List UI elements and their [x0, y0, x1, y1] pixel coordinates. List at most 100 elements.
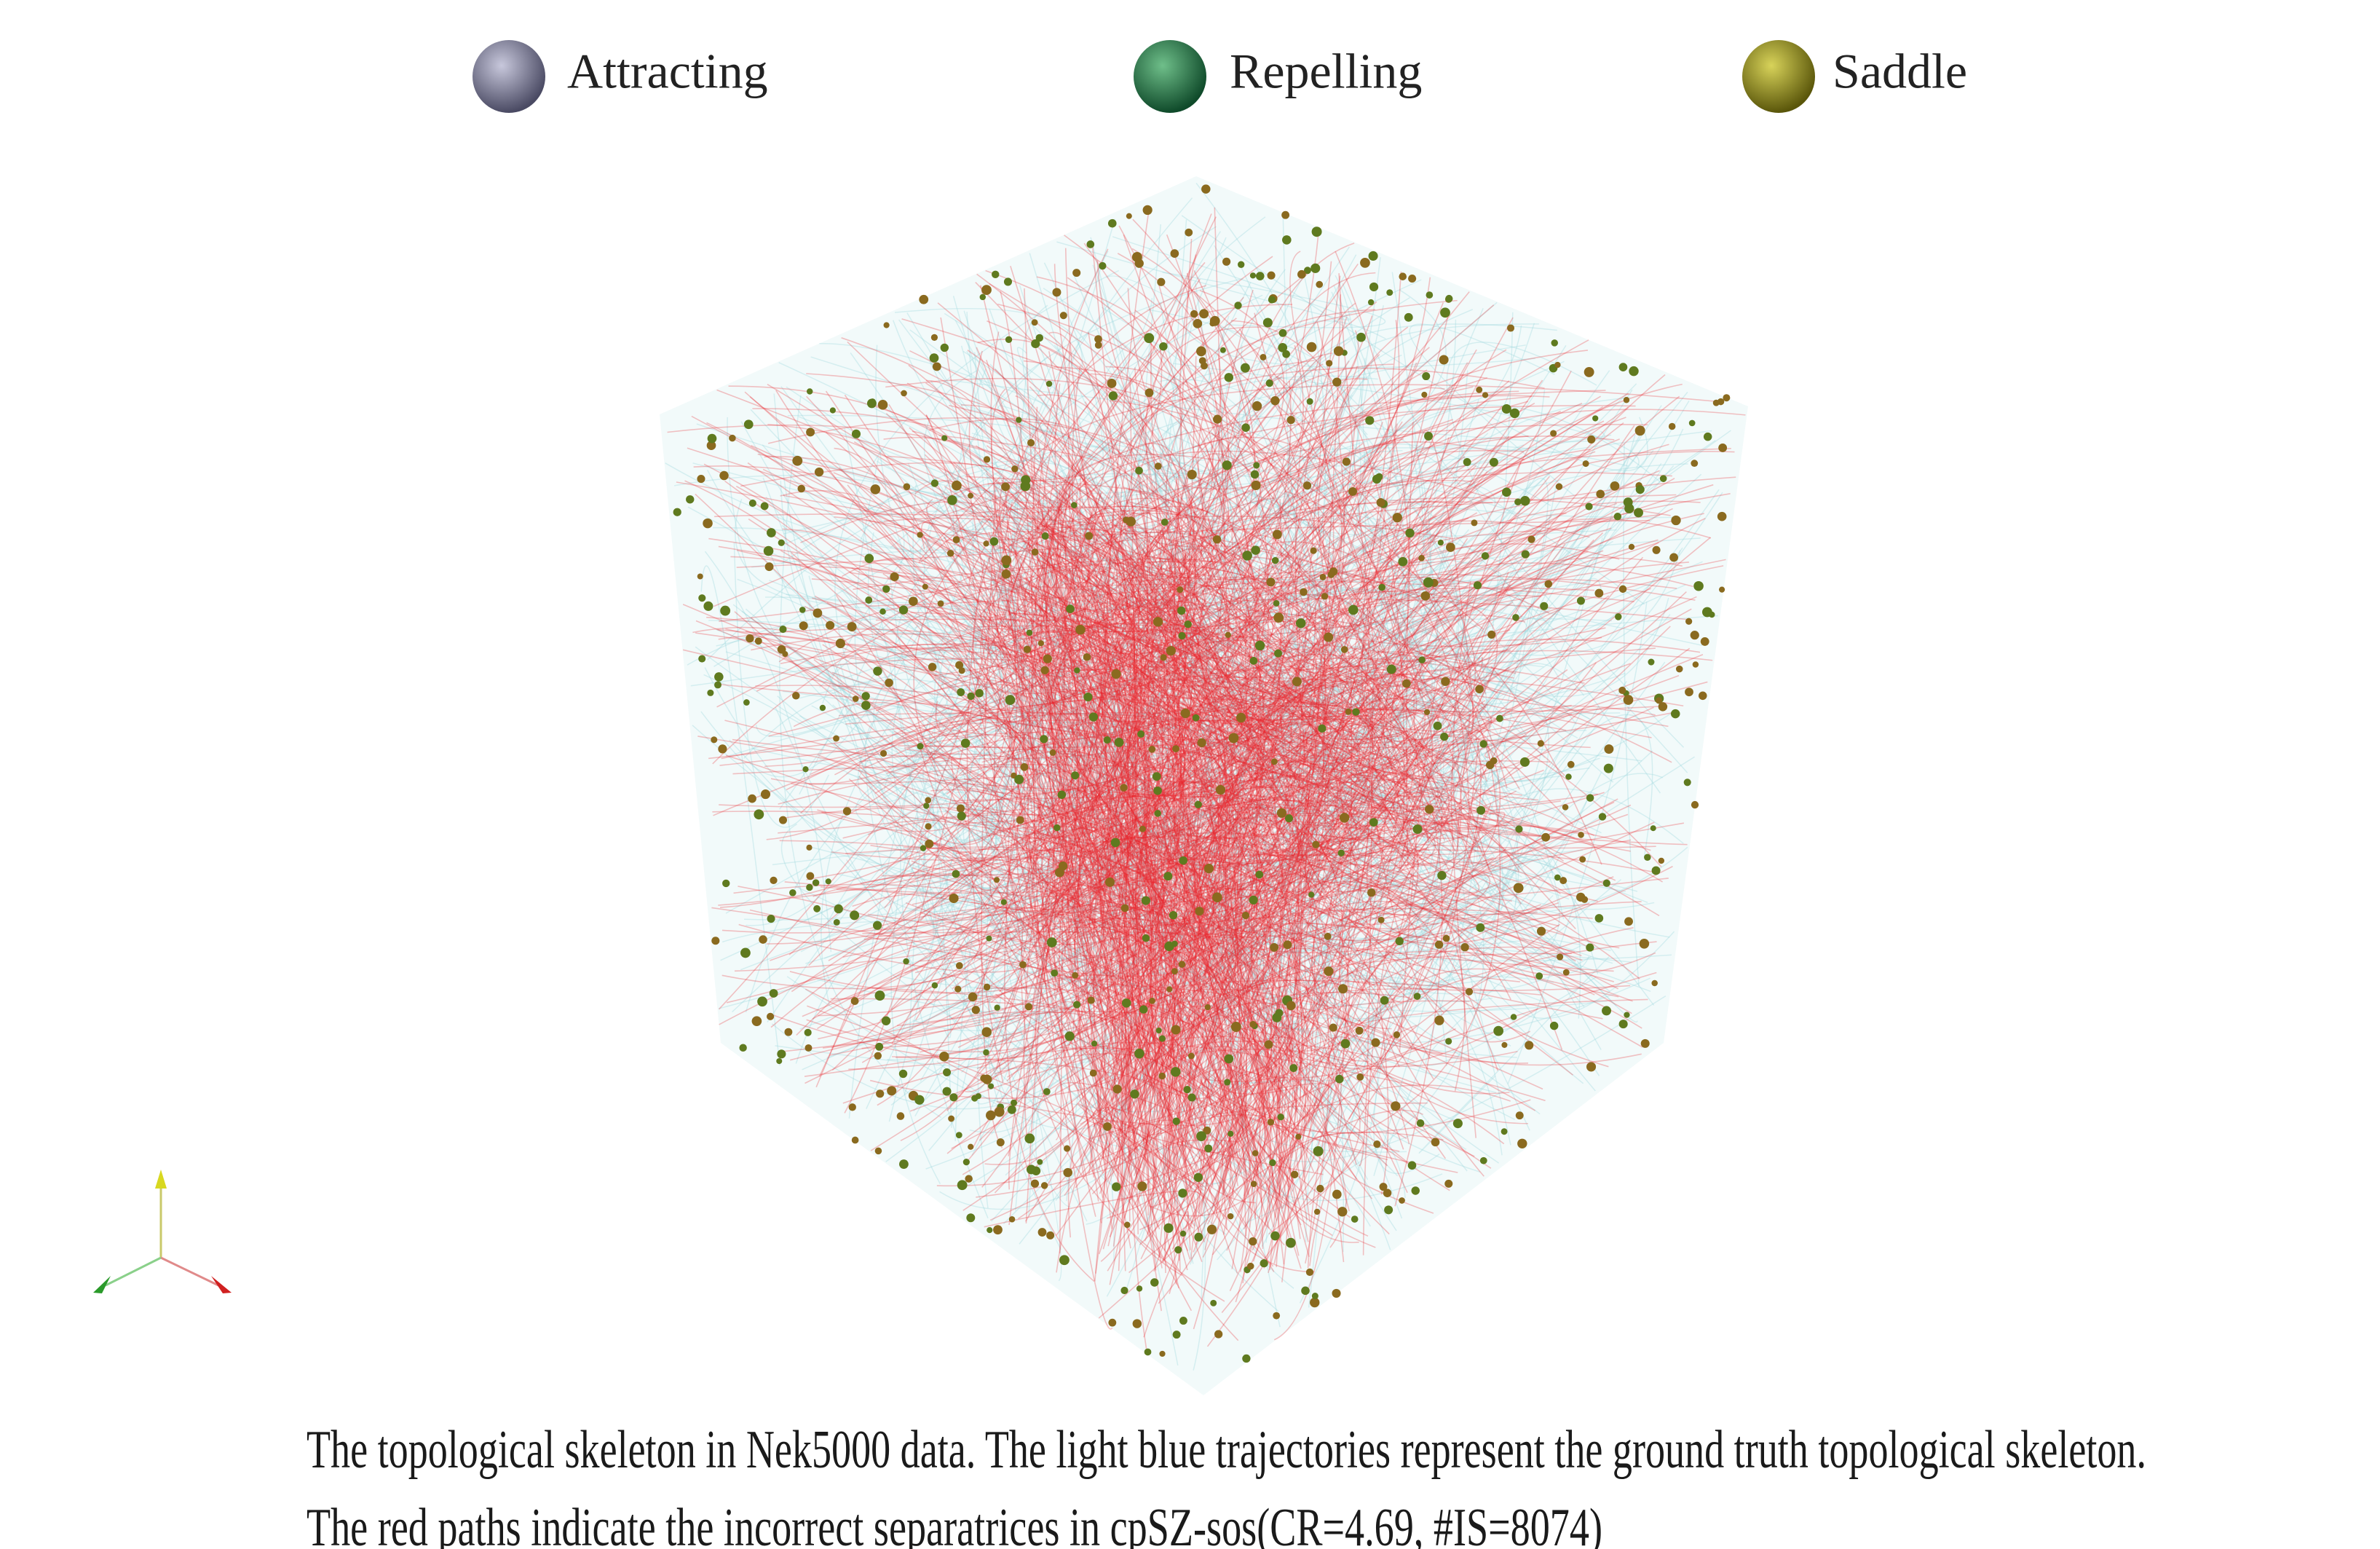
incorrect-separatrix	[1203, 806, 1479, 840]
critical-point	[1295, 618, 1306, 628]
ground-truth-trajectory	[703, 674, 1115, 1261]
critical-point	[1144, 388, 1154, 398]
incorrect-separatrix	[1115, 474, 1301, 1154]
incorrect-separatrix	[869, 402, 1323, 809]
ground-truth-trajectory	[769, 580, 1268, 1230]
incorrect-separatrix	[1275, 682, 1394, 837]
critical-point	[1144, 1348, 1152, 1356]
incorrect-separatrix	[1175, 873, 1291, 1017]
critical-point	[698, 655, 706, 663]
incorrect-separatrix	[917, 656, 1483, 749]
ground-truth-trajectory	[1195, 433, 1716, 748]
ground-truth-trajectory	[897, 498, 1407, 990]
incorrect-separatrix	[1238, 328, 1422, 698]
critical-point	[1094, 335, 1102, 343]
critical-point	[1045, 380, 1053, 387]
incorrect-separatrix	[1103, 958, 1531, 1134]
incorrect-separatrix	[1041, 291, 1470, 688]
incorrect-separatrix	[1131, 639, 1654, 807]
ground-truth-trajectory	[775, 706, 1211, 1151]
incorrect-separatrix	[1144, 326, 1261, 502]
critical-point	[703, 518, 713, 529]
ground-truth-trajectory	[892, 320, 1458, 596]
critical-point	[1160, 654, 1167, 661]
incorrect-separatrix	[1181, 645, 1457, 1140]
incorrect-separatrix	[1221, 261, 1332, 955]
incorrect-separatrix	[1117, 835, 1227, 1171]
incorrect-separatrix	[994, 922, 1196, 1194]
incorrect-separatrix	[1120, 1150, 1241, 1202]
ground-truth-trajectory	[751, 390, 1546, 792]
incorrect-separatrix	[1146, 795, 1362, 1140]
incorrect-separatrix	[1099, 513, 1661, 1011]
incorrect-separatrix	[1251, 366, 1359, 1211]
ground-truth-trajectory	[824, 308, 1484, 760]
incorrect-separatrix	[966, 918, 1224, 1208]
critical-point	[1177, 606, 1186, 615]
ground-truth-trajectory	[955, 709, 1412, 794]
incorrect-separatrix	[1131, 218, 1256, 678]
critical-point	[1282, 350, 1290, 358]
ground-truth-trajectory	[707, 520, 905, 795]
ground-truth-trajectory	[1499, 576, 1661, 794]
ground-truth-trajectory	[890, 446, 1304, 813]
incorrect-separatrix	[1168, 551, 1345, 668]
incorrect-separatrix	[1260, 1084, 1511, 1149]
incorrect-separatrix	[1053, 761, 1155, 1183]
critical-point	[1540, 602, 1549, 610]
incorrect-separatrix	[1064, 586, 1241, 851]
incorrect-separatrix	[1032, 534, 1536, 871]
critical-point	[1515, 1111, 1524, 1120]
incorrect-separatrix	[1035, 579, 1231, 977]
ground-truth-trajectory	[898, 290, 1142, 543]
ground-truth-trajectory	[1043, 498, 1395, 773]
incorrect-separatrix	[847, 484, 1116, 699]
critical-point	[1629, 366, 1639, 377]
critical-point	[1153, 617, 1163, 627]
incorrect-separatrix	[916, 872, 1287, 923]
critical-point	[1670, 709, 1680, 719]
critical-point	[1083, 653, 1091, 661]
ground-truth-trajectory	[786, 430, 1265, 612]
incorrect-separatrix	[1129, 377, 1142, 1103]
incorrect-separatrix	[1052, 513, 1344, 779]
critical-point	[1030, 1179, 1040, 1188]
incorrect-separatrix	[1219, 470, 1660, 832]
incorrect-separatrix	[996, 669, 1128, 832]
ground-truth-trajectory	[832, 704, 1343, 936]
critical-point	[1237, 261, 1245, 268]
incorrect-separatrix	[914, 679, 1286, 795]
incorrect-separatrix	[878, 647, 1055, 980]
ground-truth-trajectory	[872, 510, 1077, 870]
incorrect-separatrix	[1099, 596, 1459, 891]
ground-truth-trajectory	[704, 551, 832, 953]
incorrect-separatrix	[1187, 742, 1439, 899]
ground-truth-trajectory	[1373, 1022, 1440, 1175]
incorrect-separatrix	[1061, 641, 1398, 762]
critical-point	[770, 876, 778, 885]
incorrect-separatrix	[1079, 363, 1324, 835]
ground-truth-trajectory	[1321, 976, 1554, 1150]
incorrect-separatrix	[1204, 957, 1307, 1122]
incorrect-separatrix	[1005, 649, 1067, 850]
critical-point	[1692, 661, 1699, 668]
incorrect-separatrix	[861, 591, 1107, 671]
ground-truth-trajectory	[960, 859, 1139, 942]
ground-truth-trajectory	[1129, 414, 1313, 757]
incorrect-separatrix	[929, 750, 1189, 1251]
ground-truth-trajectory	[716, 628, 1353, 812]
incorrect-separatrix	[1102, 537, 1439, 953]
critical-point	[718, 744, 727, 754]
incorrect-separatrix	[1076, 318, 1237, 943]
incorrect-separatrix	[1035, 612, 1453, 839]
critical-point	[834, 904, 843, 914]
ground-truth-trajectory	[780, 481, 1497, 1094]
incorrect-separatrix	[953, 502, 1078, 685]
incorrect-separatrix	[1361, 362, 1468, 804]
incorrect-separatrix	[726, 548, 1208, 1004]
critical-point	[1656, 697, 1663, 704]
incorrect-separatrix	[1222, 584, 1511, 1217]
ground-truth-trajectory	[1067, 612, 1590, 720]
ground-truth-trajectory	[1162, 272, 1386, 328]
incorrect-separatrix	[1193, 775, 1487, 1131]
